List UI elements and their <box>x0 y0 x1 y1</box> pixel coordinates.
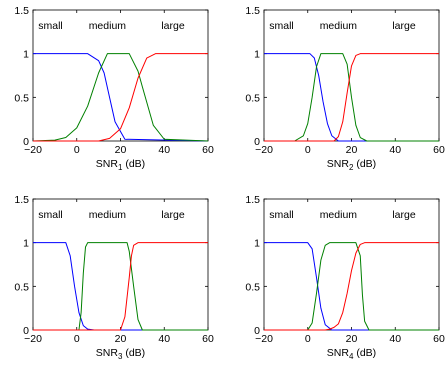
class-label-large: large <box>161 209 185 221</box>
y-tick-label: 1.5 <box>14 194 29 206</box>
class-label-medium: medium <box>320 209 358 221</box>
series-line-medium <box>264 242 439 331</box>
x-axis-label-subscript: 1 <box>118 163 123 172</box>
x-tick-label: 0 <box>305 333 311 345</box>
x-tick-label: 60 <box>433 333 445 345</box>
y-tick-label: 0.5 <box>245 281 260 293</box>
y-tick-label: 0.5 <box>14 92 29 104</box>
x-tick-label: 20 <box>115 144 127 156</box>
series-line-large <box>264 53 439 142</box>
x-axis-label-unit: (dB) <box>353 347 376 359</box>
class-label-small: small <box>38 20 63 32</box>
x-tick-label: −20 <box>24 333 42 345</box>
x-tick-label: 0 <box>74 333 80 345</box>
x-axis-label-subscript: 4 <box>349 352 354 361</box>
y-tick-label: 1.5 <box>245 194 260 206</box>
class-label-small: small <box>269 209 294 221</box>
y-tick-label: 0 <box>254 136 260 148</box>
class-label-small: small <box>38 209 63 221</box>
class-label-medium: medium <box>89 20 127 32</box>
series-line-medium <box>264 53 439 142</box>
y-tick-label: 1 <box>254 49 260 61</box>
x-axis-label-base: SNR <box>327 347 350 359</box>
series-line-small <box>264 242 439 331</box>
y-tick-label: 0 <box>23 325 29 337</box>
y-tick-label: 1 <box>23 49 29 61</box>
x-tick-label: 60 <box>202 333 214 345</box>
x-tick-label: 0 <box>305 144 311 156</box>
class-label-medium: medium <box>89 209 127 221</box>
y-tick-label: 0 <box>23 136 29 148</box>
series-line-small <box>33 53 209 142</box>
y-tick-label: 0.5 <box>14 281 29 293</box>
x-axis-label: SNR3 (dB) <box>96 347 145 361</box>
y-tick-label: 1 <box>23 238 29 250</box>
y-tick-label: 0 <box>254 325 260 337</box>
x-axis-label-unit: (dB) <box>122 347 145 359</box>
x-tick-label: 60 <box>433 144 445 156</box>
series-line-large <box>264 242 439 331</box>
x-axis-label-unit: (dB) <box>353 158 376 170</box>
x-axis-label-base: SNR <box>96 158 119 170</box>
class-label-medium: medium <box>320 20 358 32</box>
x-tick-label: 0 <box>74 144 80 156</box>
x-tick-label: 20 <box>346 144 358 156</box>
x-axis-label-subscript: 3 <box>118 352 123 361</box>
class-label-large: large <box>392 20 416 32</box>
x-tick-label: 20 <box>346 333 358 345</box>
class-label-small: small <box>269 20 294 32</box>
class-label-large: large <box>392 209 416 221</box>
y-tick-label: 1.5 <box>245 5 260 17</box>
y-tick-label: 0.5 <box>245 92 260 104</box>
x-axis-label-unit: (dB) <box>122 158 145 170</box>
x-tick-label: 40 <box>158 333 170 345</box>
x-tick-label: 20 <box>115 333 127 345</box>
x-tick-label: −20 <box>255 333 273 345</box>
x-axis-label-base: SNR <box>327 158 350 170</box>
x-tick-label: 40 <box>158 144 170 156</box>
x-axis-label: SNR4 (dB) <box>327 347 376 361</box>
series-line-medium <box>33 242 208 331</box>
series-line-large <box>33 242 208 331</box>
x-tick-label: −20 <box>255 144 273 156</box>
x-tick-label: −20 <box>24 144 42 156</box>
series-line-medium <box>32 53 209 142</box>
x-tick-label: 60 <box>202 144 214 156</box>
y-tick-label: 1.5 <box>14 5 29 17</box>
x-tick-label: 40 <box>389 144 401 156</box>
x-axis-label-base: SNR <box>96 347 119 359</box>
x-tick-label: 40 <box>389 333 401 345</box>
x-axis-label: SNR2 (dB) <box>327 158 376 172</box>
x-axis-label-subscript: 2 <box>349 163 354 172</box>
series-line-large <box>33 53 208 142</box>
y-tick-label: 1 <box>254 238 260 250</box>
x-axis-label: SNR1 (dB) <box>96 158 145 172</box>
class-label-large: large <box>161 20 185 32</box>
series-line-small <box>33 242 208 331</box>
